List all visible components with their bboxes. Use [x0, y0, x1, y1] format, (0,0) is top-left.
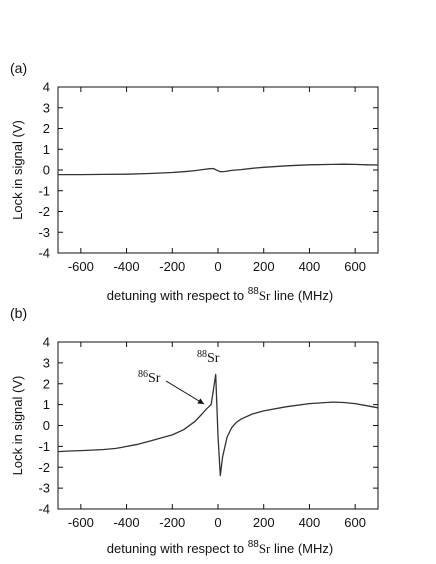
y-tick-label: 0	[43, 418, 50, 433]
y-axis-label: Lock in signal (V)	[10, 376, 25, 476]
x-tick-label: 0	[214, 515, 221, 530]
y-tick-label: 1	[43, 397, 50, 412]
panel-label: (b)	[10, 305, 27, 321]
x-tick-label: -200	[159, 515, 185, 530]
chart-panel-a: (a) -600 -400 -200 0 200 400 600 -4 -3 -2 -1 0 1 2 3 4 Lo…	[10, 60, 379, 303]
plot-frame	[57, 86, 379, 254]
y-tick-label: 1	[43, 142, 50, 157]
y-tick-label: -4	[38, 246, 50, 261]
y-tick-label: 3	[43, 100, 50, 115]
y-tick-label: -2	[38, 460, 50, 475]
y-tick-label: -1	[38, 183, 50, 198]
y-tick-label: -3	[38, 481, 50, 496]
annotation-arrow-line	[165, 380, 205, 405]
x-axis-label: detuning with respect to 88Sr line (MHz)	[107, 539, 333, 556]
x-tick-label: 600	[344, 259, 366, 274]
x-tick-label: 0	[214, 259, 221, 274]
x-tick-label: 400	[299, 515, 321, 530]
data-series-line	[58, 163, 379, 176]
x-tick-label: 200	[253, 515, 275, 530]
y-tick-label: -2	[38, 204, 50, 219]
x-tick-label: -400	[114, 515, 140, 530]
x-tick-label: 400	[299, 259, 321, 274]
x-tick-label: 200	[253, 259, 275, 274]
y-tick-label: 3	[43, 355, 50, 370]
chart-panel-b: (b) -600 -400 -200 0 200 400 600 -4 -3 -2 -1 0 1 2 3 4 Lo…	[10, 305, 379, 556]
y-tick-label: 4	[43, 80, 50, 95]
y-tick-label: -3	[38, 225, 50, 240]
annotation-label: 88Sr	[197, 349, 220, 366]
y-tick-label: 0	[43, 163, 50, 178]
x-tick-label: -600	[68, 515, 94, 530]
annotation-label: 86Sr	[138, 369, 161, 386]
y-tick-label: 2	[43, 376, 50, 391]
y-tick-label: 4	[43, 335, 50, 350]
y-tick-label: -4	[38, 502, 50, 517]
x-tick-label: -400	[114, 259, 140, 274]
y-tick-label: 2	[43, 121, 50, 136]
x-axis-label: detuning with respect to 88Sr line (MHz)	[107, 286, 333, 303]
panel-label: (a)	[10, 60, 27, 76]
x-tick-label: -200	[159, 259, 185, 274]
x-tick-label: 600	[344, 515, 366, 530]
y-axis-label: Lock in signal (V)	[10, 120, 25, 220]
x-tick-label: -600	[68, 259, 94, 274]
data-series-line	[57, 373, 379, 477]
y-tick-label: -1	[38, 439, 50, 454]
annotation-arrow-head	[197, 398, 204, 404]
